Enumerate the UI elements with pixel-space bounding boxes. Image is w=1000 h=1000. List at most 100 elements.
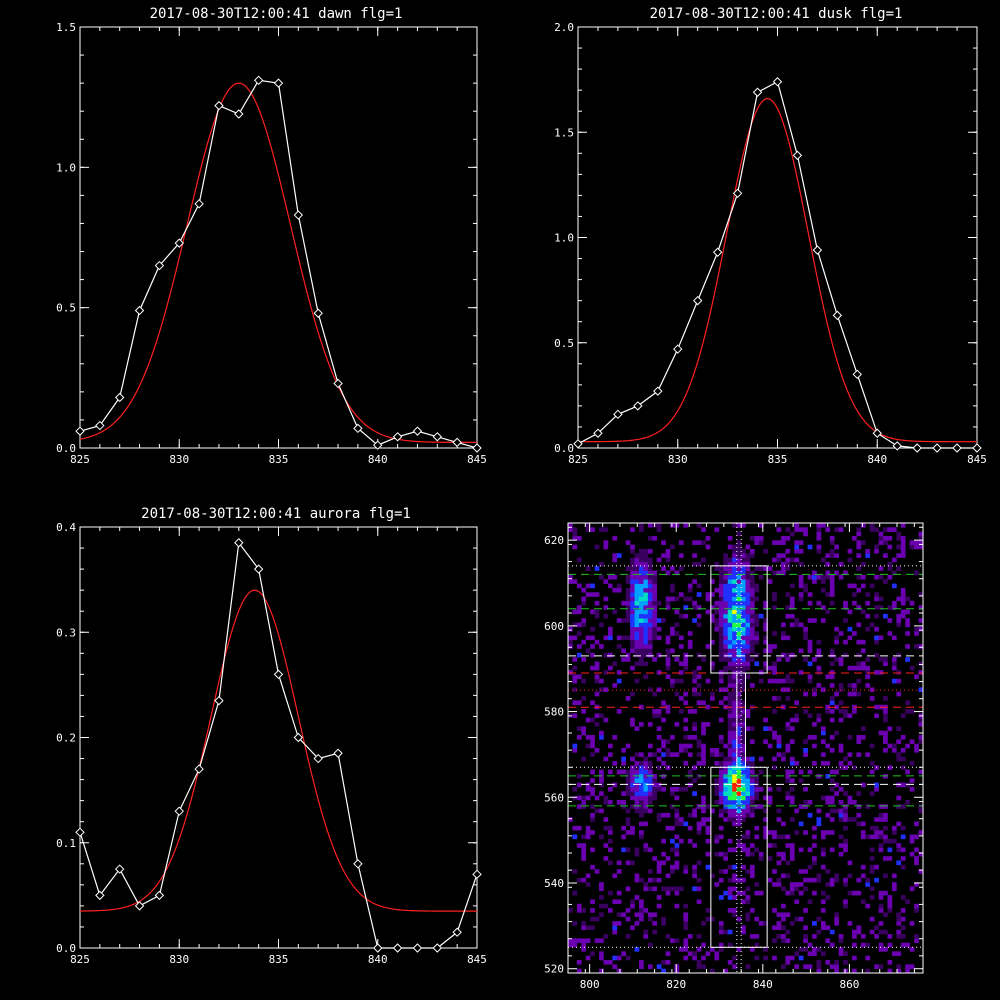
image-pixel xyxy=(621,648,626,654)
image-pixel xyxy=(874,652,879,658)
dusk-data-point xyxy=(772,77,783,87)
image-pixel xyxy=(687,596,693,602)
image-pixel xyxy=(869,856,875,861)
image-pixel xyxy=(741,899,746,905)
image-pixel xyxy=(887,942,893,948)
image-pixel xyxy=(656,600,662,606)
image-pixel xyxy=(616,709,622,714)
image-pixel xyxy=(603,527,609,532)
dusk-data-point xyxy=(812,245,823,255)
image-pixel xyxy=(639,605,644,610)
image-pixel xyxy=(736,531,742,537)
image-pixel xyxy=(745,583,751,589)
image-pixel xyxy=(727,743,733,749)
image-pixel xyxy=(914,938,919,944)
image-pixel xyxy=(794,760,800,766)
image-pixel xyxy=(612,760,618,766)
image-pixel xyxy=(723,648,729,654)
image-pixel xyxy=(785,843,791,848)
image-pixel xyxy=(896,847,902,853)
image-pixel xyxy=(687,583,693,589)
image-pixel xyxy=(687,752,693,757)
image-pixel xyxy=(825,704,831,710)
image-pixel xyxy=(745,665,751,671)
image-pixel xyxy=(807,877,813,883)
image-pixel xyxy=(754,613,760,619)
image-pixel xyxy=(825,561,831,567)
image-pixel xyxy=(887,618,893,623)
image-pixel xyxy=(590,609,595,615)
image-pixel xyxy=(572,713,578,719)
image-pixel xyxy=(878,812,884,818)
image-pixel xyxy=(727,665,733,671)
image-pixel xyxy=(834,553,839,558)
image-pixel xyxy=(590,769,595,775)
image-pixel xyxy=(745,644,751,649)
image-pixel xyxy=(763,947,768,952)
image-pixel xyxy=(723,583,729,589)
image-pixel xyxy=(634,726,640,731)
image-pixel xyxy=(732,847,737,853)
dawn-data-point xyxy=(134,305,145,316)
image-pixel xyxy=(798,847,804,853)
image-pixel xyxy=(696,613,702,619)
image-pixel xyxy=(656,860,662,866)
image-pixel xyxy=(803,657,808,662)
image-pixel xyxy=(781,834,786,840)
image-pixel xyxy=(710,579,715,584)
image-pixel xyxy=(732,592,737,597)
dusk-data-point xyxy=(752,87,763,97)
dusk-x-tick-label: 835 xyxy=(768,453,788,466)
image-pixel xyxy=(678,786,684,792)
image-pixel xyxy=(843,899,848,905)
image-pixel xyxy=(625,618,631,623)
image-pixel xyxy=(789,622,795,628)
image-pixel xyxy=(714,587,720,593)
image-pixel xyxy=(727,579,733,584)
image-pixel xyxy=(745,587,751,593)
image-pixel xyxy=(701,527,706,532)
image-pixel xyxy=(856,691,862,697)
image-pixel xyxy=(741,657,746,662)
image-pixel xyxy=(625,934,631,939)
image-pixel xyxy=(794,916,800,922)
image-pixel xyxy=(647,886,653,892)
image-pixel xyxy=(878,942,884,948)
image-pixel xyxy=(674,821,680,827)
image-pixel xyxy=(772,665,777,671)
image-pixel xyxy=(572,535,578,541)
image-pixel xyxy=(581,622,587,628)
image-pixel xyxy=(616,899,622,905)
image-pixel xyxy=(643,635,649,641)
image-pixel xyxy=(829,670,835,675)
image-pixel xyxy=(710,748,715,753)
image-pixel xyxy=(683,869,689,874)
image-pixel xyxy=(634,553,640,558)
image-pixel xyxy=(736,687,742,693)
image-pixel xyxy=(789,583,795,589)
image-pixel xyxy=(745,613,751,619)
image-pixel xyxy=(741,752,746,757)
image-pixel xyxy=(576,700,582,706)
image-pixel xyxy=(723,817,729,822)
image-pixel xyxy=(652,657,658,662)
image-pixel xyxy=(914,743,919,749)
image-pixel xyxy=(887,899,893,905)
image-pixel xyxy=(590,592,595,597)
image-pixel xyxy=(590,652,595,658)
image-pixel xyxy=(763,639,768,645)
image-pixel xyxy=(745,769,751,775)
image-pixel xyxy=(665,639,671,645)
image-pixel xyxy=(630,605,635,610)
image-pixel xyxy=(807,544,813,550)
image-pixel xyxy=(661,566,666,571)
image-pixel xyxy=(639,566,644,571)
image-pixel xyxy=(732,773,737,779)
image-pixel xyxy=(665,548,671,554)
image-pixel xyxy=(647,722,653,727)
image-pixel xyxy=(758,786,764,792)
image-pixel xyxy=(900,748,906,753)
image-pixel xyxy=(656,964,662,969)
image-pixel xyxy=(834,704,839,710)
image-pixel xyxy=(745,674,751,680)
